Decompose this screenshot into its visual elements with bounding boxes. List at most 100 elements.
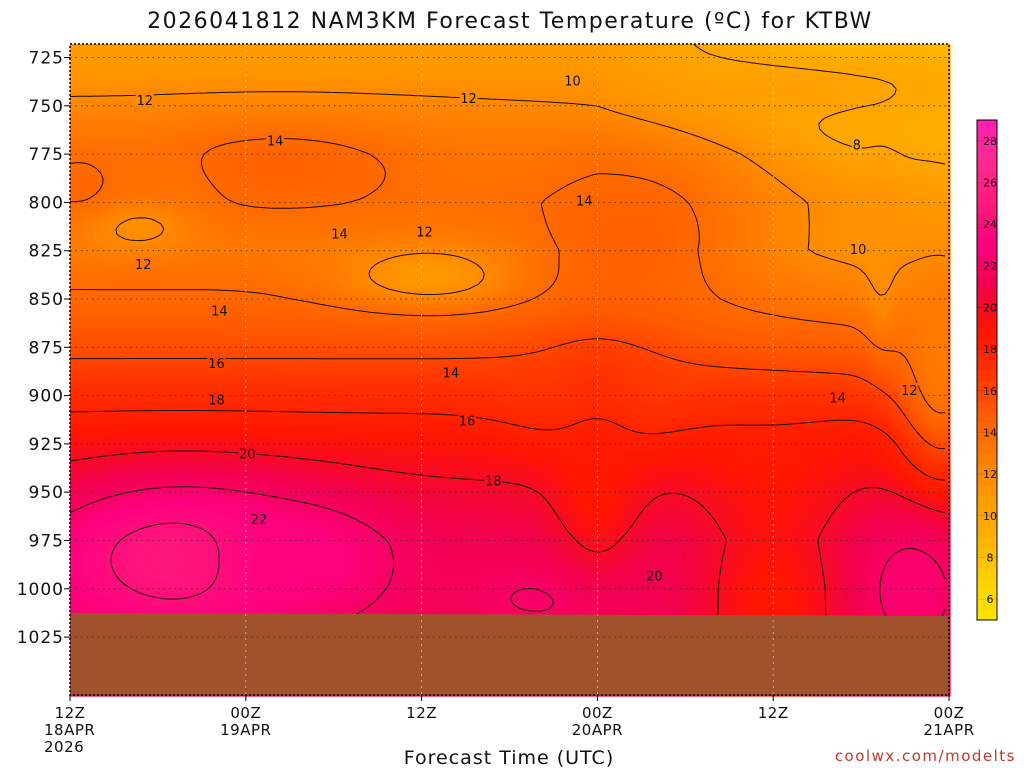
heat-cell <box>546 48 551 53</box>
heat-cell <box>406 96 411 101</box>
heat-cell <box>826 120 831 125</box>
heat-cell <box>354 124 359 129</box>
heat-cell <box>902 72 907 77</box>
heat-cell <box>758 124 763 129</box>
heat-cell <box>678 72 683 77</box>
heat-cell <box>726 104 731 109</box>
heat-cell <box>290 72 295 77</box>
heat-cell <box>146 52 151 57</box>
heat-cell <box>354 112 359 117</box>
heat-cell <box>146 120 151 125</box>
heat-cell <box>438 76 443 81</box>
heat-cell <box>374 48 379 53</box>
heat-cell <box>506 68 511 73</box>
heat-cell <box>846 116 851 121</box>
heat-cell <box>402 132 407 137</box>
heat-cell <box>514 116 519 121</box>
heat-cell <box>434 48 439 53</box>
heat-cell <box>490 84 495 89</box>
heat-cell <box>102 116 107 121</box>
heat-cell <box>78 120 83 125</box>
heat-cell <box>718 68 723 73</box>
heat-cell <box>266 44 271 49</box>
heat-cell <box>930 124 935 129</box>
heat-cell <box>674 104 679 109</box>
heat-cell <box>766 112 771 117</box>
heat-cell <box>818 92 823 97</box>
heat-cell <box>410 124 415 129</box>
heat-cell <box>718 48 723 53</box>
heat-cell <box>130 80 135 85</box>
heat-cell <box>566 112 571 117</box>
heat-cell <box>454 88 459 93</box>
heat-cell <box>198 116 203 121</box>
heat-cell <box>466 44 471 49</box>
heat-cell <box>154 60 159 65</box>
heat-cell <box>738 52 743 57</box>
heat-cell <box>194 132 199 137</box>
heat-cell <box>322 68 327 73</box>
heat-cell <box>298 60 303 65</box>
heat-cell <box>862 92 867 97</box>
heat-cell <box>414 80 419 85</box>
heat-cell <box>790 68 795 73</box>
heat-cell <box>766 96 771 101</box>
heat-cell <box>662 52 667 57</box>
heat-cell <box>938 64 943 69</box>
heat-cell <box>218 112 223 117</box>
heat-cell <box>502 96 507 101</box>
heat-cell <box>342 112 347 117</box>
heat-cell <box>182 120 187 125</box>
heat-cell <box>182 108 187 113</box>
heat-cell <box>734 96 739 101</box>
heat-cell <box>778 44 783 49</box>
heat-cell <box>154 48 159 53</box>
heat-cell <box>474 56 479 61</box>
heat-cell <box>370 64 375 69</box>
heat-cell <box>218 72 223 77</box>
heat-cell <box>86 128 91 133</box>
heat-cell <box>590 88 595 93</box>
heat-cell <box>614 120 619 125</box>
heat-cell <box>286 108 291 113</box>
heat-cell <box>278 116 283 121</box>
heat-cell <box>798 128 803 133</box>
heat-cell <box>290 124 295 129</box>
heat-cell <box>722 116 727 121</box>
heat-cell <box>714 76 719 81</box>
heat-cell <box>586 92 591 97</box>
heat-cell <box>838 72 843 77</box>
heat-cell <box>922 72 927 77</box>
heat-cell <box>418 72 423 77</box>
heat-cell <box>322 88 327 93</box>
heat-cell <box>890 48 895 53</box>
heat-cell <box>354 116 359 121</box>
heat-cell <box>718 44 723 49</box>
heat-cell <box>542 84 547 89</box>
heat-cell <box>802 96 807 101</box>
heat-cell <box>150 56 155 61</box>
heat-cell <box>930 80 935 85</box>
heat-cell <box>202 76 207 81</box>
heat-cell <box>290 76 295 81</box>
heat-cell <box>190 80 195 85</box>
heat-cell <box>354 96 359 101</box>
heat-cell <box>290 44 295 49</box>
heat-cell <box>162 48 167 53</box>
heat-cell <box>222 80 227 85</box>
heat-cell <box>842 104 847 109</box>
heat-cell <box>650 116 655 121</box>
heat-cell <box>142 88 147 93</box>
heat-cell <box>878 64 883 69</box>
heat-cell <box>894 80 899 85</box>
heat-cell <box>178 56 183 61</box>
heat-cell <box>498 76 503 81</box>
heat-cell <box>394 104 399 109</box>
heat-cell <box>734 108 739 113</box>
heat-cell <box>246 80 251 85</box>
heat-cell <box>494 120 499 125</box>
heat-cell <box>726 56 731 61</box>
heat-cell <box>910 64 915 69</box>
heat-cell <box>398 104 403 109</box>
heat-cell <box>74 80 79 85</box>
